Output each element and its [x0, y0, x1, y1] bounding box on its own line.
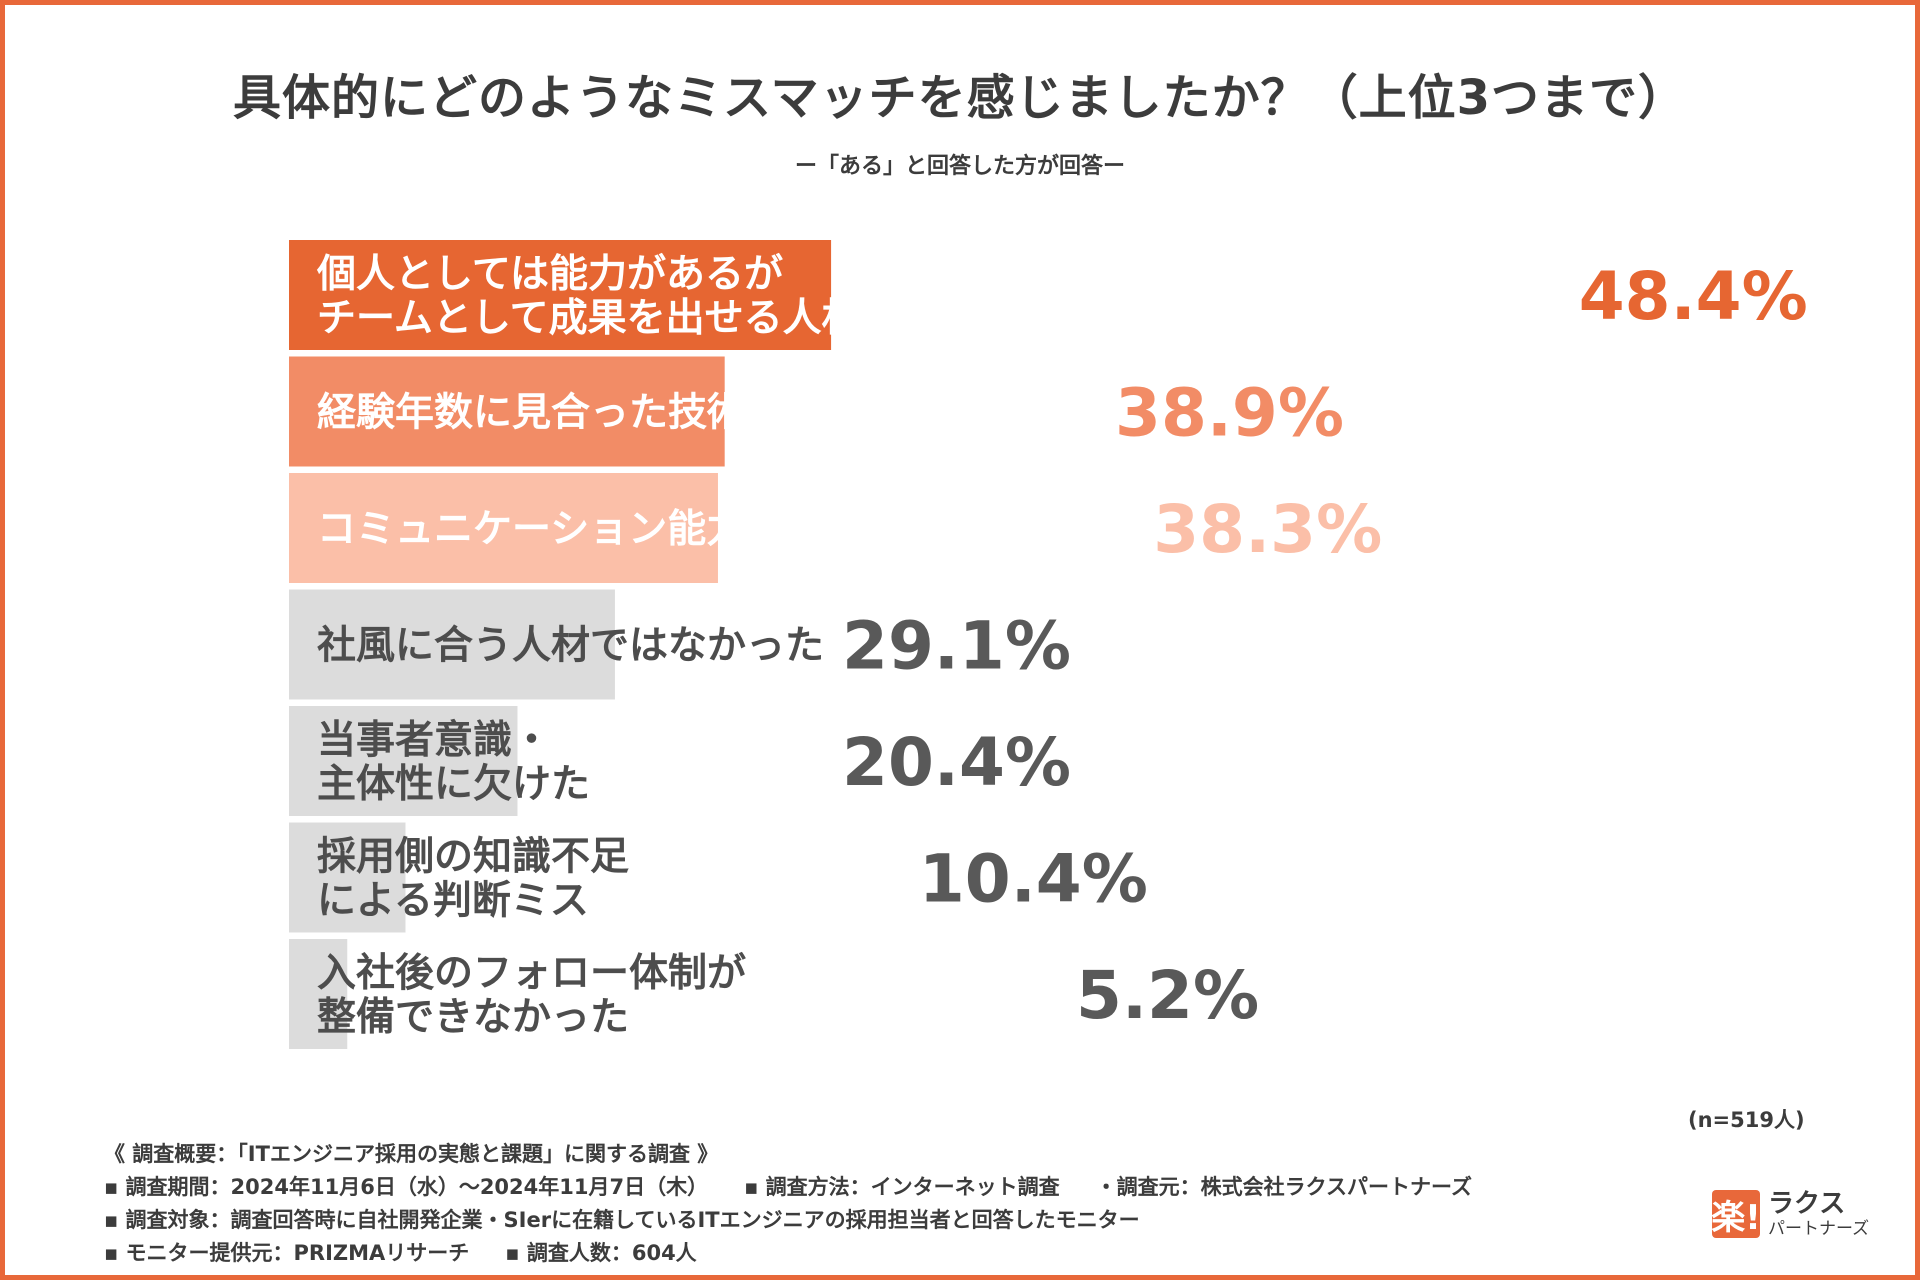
- bar-label-3: コミュニケーション能力が期待に合わなかった: [317, 507, 1135, 552]
- sample-size: (n=519人): [1688, 1108, 1805, 1132]
- value-label-4: 29.1%: [842, 608, 1071, 685]
- chart-subtitle: ー「ある」と回答した方が回答ー: [794, 154, 1125, 179]
- bar-label-2: 経験年数に見合った技術スキルではなかった: [317, 391, 1097, 436]
- value-label-5: 20.4%: [842, 724, 1071, 801]
- chart-title: 具体的にどのようなミスマッチを感じましたか？（上位3つまで）: [233, 70, 1687, 126]
- bar-label-6: 採用側の知識不足による判断ミス: [317, 835, 629, 924]
- company-logo: 楽! ラクス パートナーズ: [1711, 1188, 1870, 1239]
- logo-mark-icon: 楽!: [1711, 1190, 1761, 1238]
- survey-notes: 《 調査概要：「ITエンジニア採用の実態と課題」に関する調査 》 ▪ 調査期間：…: [104, 1138, 1472, 1270]
- value-label-2: 38.9%: [1115, 375, 1344, 452]
- bar-2: [289, 356, 725, 467]
- value-label-6: 10.4%: [919, 841, 1148, 918]
- survey-count: ▪ 調査人数：604人: [505, 1241, 697, 1265]
- bar-label-4: 社風に合う人材ではなかった: [317, 624, 824, 669]
- bar-7: [289, 939, 348, 1049]
- survey-method: ▪ 調査方法：インターネット調査: [744, 1175, 1060, 1199]
- bar-5: [289, 706, 518, 816]
- survey-period: ▪ 調査期間：2024年11月6日（水）〜2024年11月7日（木）: [104, 1175, 709, 1199]
- survey-monitor-line: ▪ モニター提供元：PRIZMAリサーチ ▪ 調査人数：604人: [104, 1237, 1472, 1270]
- survey-target-line: ▪ 調査対象：調査回答時に自社開発企業・SIerに在籍しているITエンジニアの採…: [104, 1208, 1140, 1232]
- bar-4: [289, 589, 615, 700]
- bar-label-7: 入社後のフォロー体制が整備できなかった: [317, 951, 746, 1040]
- logo-sub: パートナーズ: [1768, 1218, 1870, 1239]
- value-label-7: 5.2%: [1076, 957, 1259, 1034]
- value-label-1: 48.4%: [1579, 258, 1808, 335]
- survey-title-line: 《 調査概要：「ITエンジニア採用の実態と課題」に関する調査 》: [104, 1142, 719, 1166]
- survey-source: ・調査元：株式会社ラクスパートナーズ: [1095, 1175, 1472, 1199]
- survey-period-line: ▪ 調査期間：2024年11月6日（水）〜2024年11月7日（木） ▪ 調査方法…: [104, 1171, 1472, 1204]
- value-label-3: 38.3%: [1153, 491, 1382, 568]
- bar-label-1: 個人としては能力があるがチームとして成果を出せる人材ではなかった: [316, 252, 1095, 341]
- bar-6: [289, 822, 406, 933]
- logo-name: ラクス: [1768, 1188, 1846, 1219]
- survey-monitor: ▪ モニター提供元：PRIZMAリサーチ: [104, 1241, 470, 1265]
- bar-3: [289, 473, 718, 583]
- bar-1: [289, 240, 832, 350]
- bar-label-5: 当事者意識・主体性に欠けた: [317, 718, 590, 807]
